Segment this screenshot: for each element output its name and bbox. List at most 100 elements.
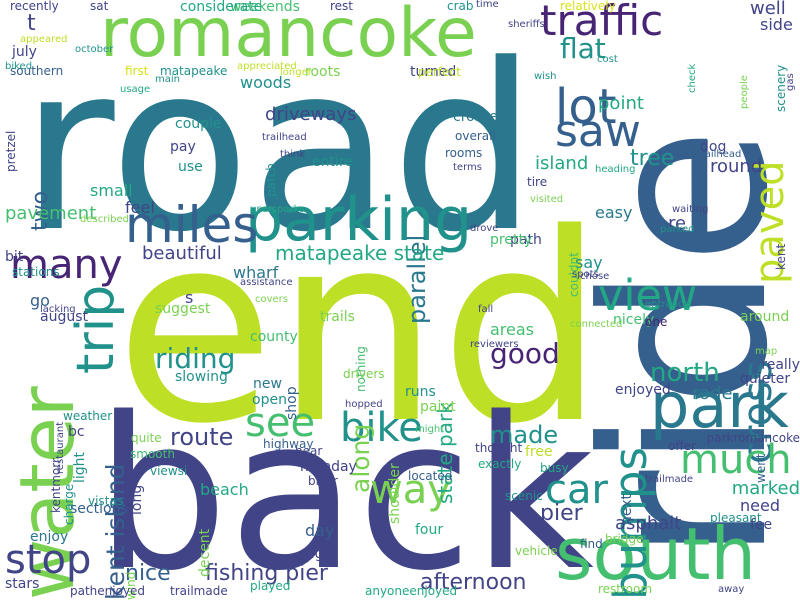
cloud-word: kentmorr	[49, 457, 63, 513]
cloud-word: good	[490, 337, 560, 370]
cloud-word: patch	[264, 163, 278, 198]
cloud-word: nicely	[613, 312, 655, 328]
cloud-word: appreciated	[237, 61, 297, 72]
cloud-word: turned	[410, 64, 457, 80]
cloud-word: might	[415, 424, 445, 435]
cloud-word: route	[170, 423, 234, 451]
cloud-word: north	[650, 358, 720, 388]
cloud-word: highway	[263, 437, 314, 451]
cloud-word: many	[10, 242, 123, 288]
cloud-word: riding	[155, 342, 236, 375]
cloud-word: road	[20, 16, 538, 283]
cloud-word: hopped	[345, 399, 383, 410]
cloud-word: lacking	[40, 304, 76, 315]
cloud-word: entire	[312, 154, 353, 170]
cloud-word: covers	[255, 294, 289, 305]
cloud-word: shoulder	[387, 463, 403, 525]
cloud-word: trailhead	[262, 132, 307, 143]
cloud-word: crosses	[453, 109, 506, 125]
cloud-word: next	[619, 493, 635, 525]
cloud-word: usage	[120, 84, 151, 95]
cloud-word: cost	[597, 54, 618, 65]
cloud-word: vehicle	[515, 544, 558, 558]
cloud-word: pathenjoyed	[70, 584, 146, 598]
cloud-word: assistance	[240, 277, 293, 288]
cloud-word: wharf	[233, 263, 279, 282]
cloud-word: pier	[540, 501, 583, 526]
cloud-word: asphalt	[615, 513, 682, 534]
cloud-word: woods	[240, 73, 292, 92]
cloud-word: way	[370, 467, 451, 513]
cloud-word: weekends	[230, 0, 300, 15]
cloud-word: bridge	[605, 532, 644, 546]
cloud-word: connected	[570, 319, 623, 330]
cloud-word: re	[668, 213, 687, 234]
cloud-word: easy	[595, 203, 633, 222]
cloud-word: thought	[475, 441, 523, 455]
cloud-word: viewsi	[150, 464, 188, 478]
cloud-word: free	[525, 444, 553, 460]
cloud-word: paint	[420, 399, 456, 415]
cloud-word: say	[575, 253, 603, 272]
cloud-word: tree	[630, 146, 675, 171]
cloud-word: sections	[70, 501, 128, 517]
cloud-word: tire	[527, 175, 548, 189]
cloud-word: long	[129, 484, 145, 515]
cloud-word: relatively	[560, 0, 616, 13]
cloud-word: around	[740, 309, 790, 325]
cloud-word: parkromancoke	[706, 431, 800, 445]
cloud-word: away	[718, 584, 745, 595]
cloud-word: beautiful	[142, 243, 222, 264]
cloud-word: well	[750, 0, 786, 19]
cloud-word: stars	[5, 576, 40, 592]
cloud-word: light	[72, 452, 88, 484]
cloud-word: marked	[731, 478, 800, 499]
cloud-word: check	[687, 63, 698, 93]
cloud-word: matapeake state	[275, 241, 445, 265]
cloud-word: pavement	[5, 203, 97, 224]
cloud-word: vistas	[88, 494, 123, 508]
cloud-word: trailmade	[170, 584, 228, 598]
cloud-word: first	[125, 64, 149, 78]
cloud-word: smooth	[130, 447, 175, 461]
cloud-word: sat	[90, 0, 109, 13]
cloud-word: romancoke	[100, 0, 477, 73]
cloud-word: bit	[5, 249, 24, 265]
cloud-word: offer	[668, 439, 696, 453]
cloud-word: couple	[175, 116, 222, 132]
cloud-word: path	[510, 232, 542, 248]
cloud-word: feel	[125, 198, 155, 217]
cloud-word: october	[75, 44, 114, 55]
cloud-word: july	[12, 44, 37, 60]
cloud-word: appeared	[20, 34, 68, 45]
cloud-word: bike	[340, 405, 423, 451]
cloud-word: rest	[330, 0, 354, 13]
cloud-word: weather	[63, 409, 113, 423]
cloud-word: dog	[700, 139, 727, 155]
cloud-word: slowing	[175, 369, 228, 385]
cloud-word: waiting	[672, 204, 709, 215]
cloud-word: parking	[245, 185, 473, 255]
cloud-word: state park	[433, 402, 457, 504]
cloud-word: charge	[62, 483, 76, 525]
cloud-word: quite	[131, 431, 162, 445]
cloud-word: pretzel	[4, 130, 18, 173]
cloud-word: need	[740, 496, 780, 515]
cloud-word: rooms	[445, 146, 483, 160]
cloud-word: go	[30, 291, 50, 310]
cloud-word: areas	[490, 320, 535, 339]
cloud-word: afternoon	[420, 570, 527, 595]
cloud-word: pretty	[490, 232, 533, 248]
cloud-word: view	[598, 271, 698, 321]
cloud-word: chose	[580, 271, 610, 282]
cloud-word: kent	[774, 243, 788, 270]
cloud-word: think	[280, 149, 306, 160]
cloud-word: trip	[66, 284, 126, 374]
cloud-word: shop	[284, 386, 300, 420]
cloud-word: described	[80, 214, 129, 225]
cloud-word: stop	[5, 537, 92, 583]
cloud-word: terms	[453, 162, 482, 173]
cloud-word: wish	[534, 71, 557, 82]
cloud-word: located	[408, 469, 453, 483]
cloud-word: trailtrailhead	[677, 149, 742, 160]
